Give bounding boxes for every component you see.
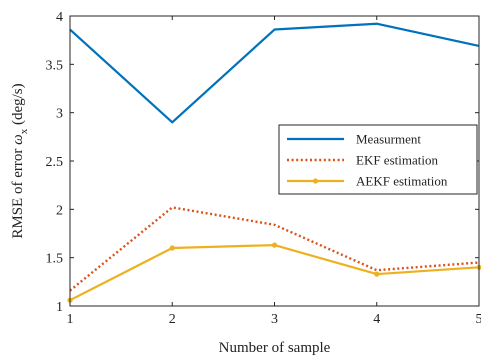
y-tick-label-4: 2.5 (46, 155, 64, 170)
y-tick-label-1: 1 (56, 300, 63, 315)
series-measurment (69, 22, 480, 124)
legend-label-ekf-estimation: EKF estimation (356, 153, 438, 168)
y-tick-label-7: 4 (56, 10, 63, 25)
legend-label-aekf-estimation: AEKF estimation (356, 174, 448, 189)
legend-label-measurment: Measurment (356, 132, 421, 147)
series-line-ekf-estimation (69, 206, 480, 292)
y-axis-label-subscript: x (18, 128, 30, 134)
series-point-aekf-estimation-4 (374, 271, 380, 277)
x-tick-label-3: 3 (271, 312, 278, 327)
series-line-measurment (69, 22, 480, 124)
y-axis-label: RMSE of error ωx (deg/s) (10, 83, 30, 238)
x-axis-label: Number of sample (219, 340, 331, 356)
y-tick-label-2: 1.5 (46, 252, 64, 267)
legend-entry-aekf-estimation: AEKF estimation (287, 174, 448, 189)
x-tick-label-4: 4 (373, 312, 380, 327)
series-point-aekf-estimation-3 (271, 242, 278, 248)
series-ekf-estimation (69, 206, 480, 292)
x-tick-label-2: 2 (169, 312, 176, 327)
series-point-aekf-estimation-2 (169, 245, 175, 251)
y-tick-label-6: 3.5 (46, 58, 64, 73)
ticks-layer: 1 2 3 4 5 1 1.5 2 2.5 3 3.5 4 (46, 10, 481, 327)
y-tick-label-5: 3 (56, 107, 63, 122)
y-axis-label-prefix: RMSE of error (10, 145, 26, 239)
y-axis-label-unit: (deg/s) (10, 83, 26, 128)
legend-entry-ekf-estimation: EKF estimation (287, 153, 438, 168)
legend-entry-measurment: Measurment (287, 132, 421, 147)
legend: Measurment EKF estimation AEKF estimation (278, 124, 478, 195)
x-tick-label-5: 5 (476, 312, 481, 327)
x-tick-label-1: 1 (67, 312, 74, 327)
legend-entries: Measurment EKF estimation AEKF estimation (287, 132, 448, 189)
y-axis-label-symbol: ω (10, 134, 26, 145)
legend-marker-aekf-estimation (312, 178, 319, 184)
y-tick-label-3: 2 (56, 203, 63, 218)
